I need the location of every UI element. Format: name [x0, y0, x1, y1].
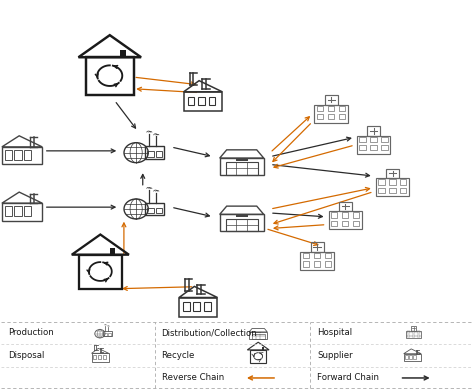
- Text: Hospital: Hospital: [317, 328, 352, 337]
- Text: Supplier: Supplier: [317, 351, 353, 360]
- Polygon shape: [236, 215, 248, 217]
- Text: Production: Production: [9, 328, 54, 337]
- Text: Forward Chain: Forward Chain: [317, 373, 379, 382]
- Polygon shape: [256, 332, 261, 333]
- Polygon shape: [110, 248, 115, 255]
- Text: Disposal: Disposal: [9, 351, 45, 360]
- Polygon shape: [236, 159, 248, 161]
- Text: Recycle: Recycle: [162, 351, 195, 360]
- Text: Distribution/Collection: Distribution/Collection: [162, 328, 257, 337]
- Polygon shape: [262, 347, 264, 350]
- Text: Reverse Chain: Reverse Chain: [162, 373, 224, 382]
- Polygon shape: [120, 50, 126, 57]
